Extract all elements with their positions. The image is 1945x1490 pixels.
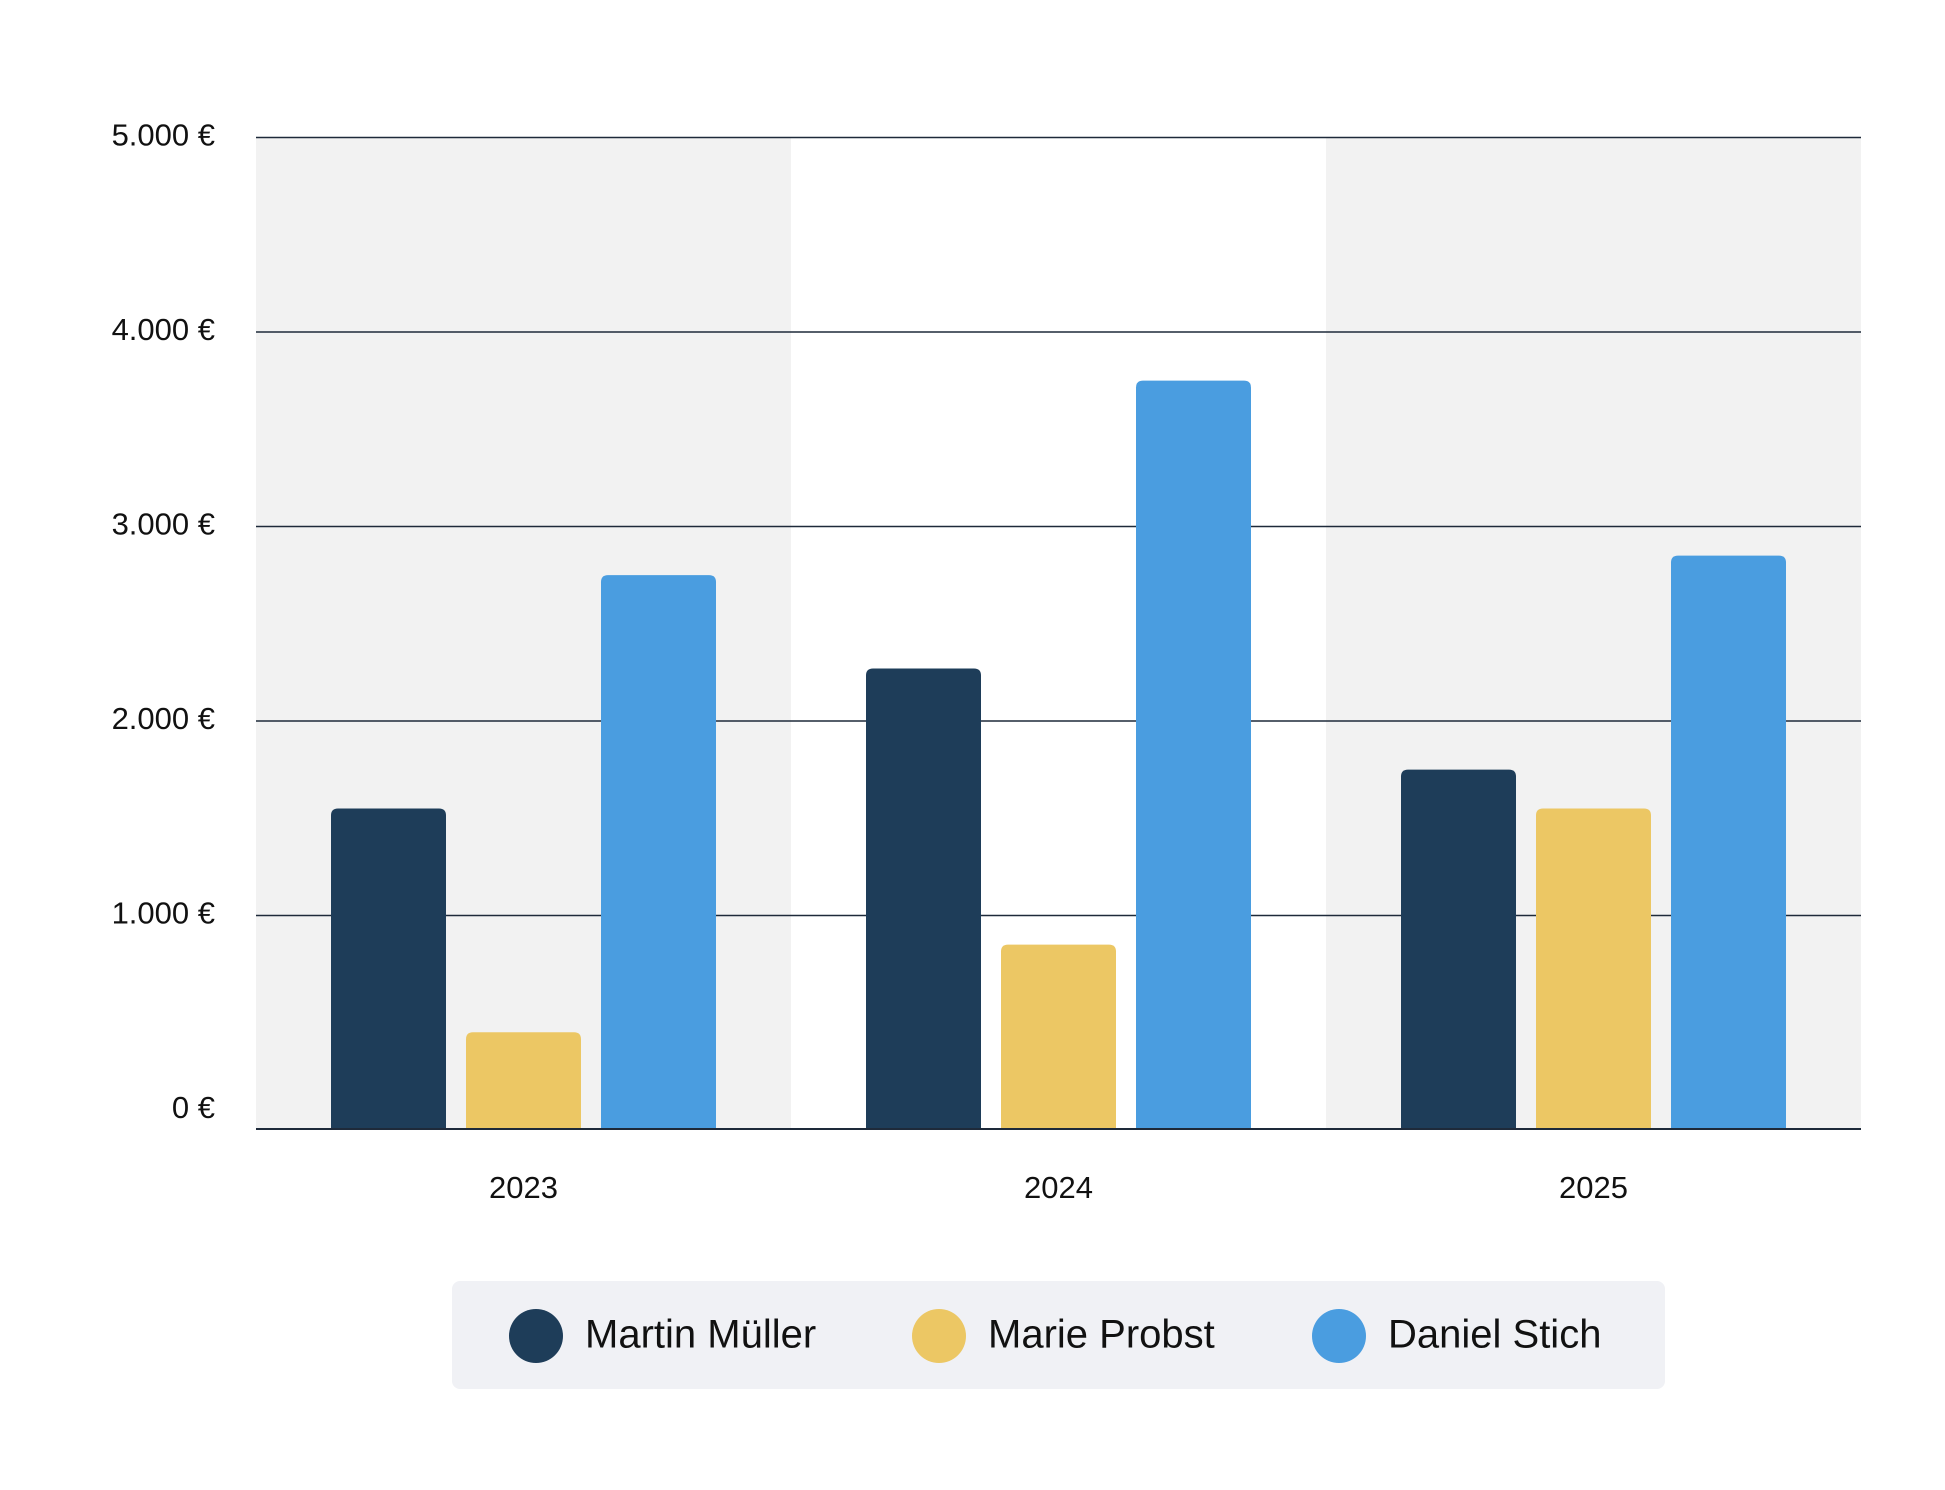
bar <box>1136 380 1251 1129</box>
legend-swatch <box>912 1309 966 1363</box>
y-tick-label: 2.000 € <box>112 701 215 736</box>
bar <box>601 575 716 1129</box>
y-tick-label: 3.000 € <box>112 507 215 542</box>
bar <box>331 808 446 1129</box>
legend-swatch <box>1312 1309 1366 1363</box>
bar <box>466 1032 581 1129</box>
legend-label: Marie Probst <box>988 1313 1215 1357</box>
bar <box>1536 808 1651 1129</box>
x-tick-label: 2024 <box>1024 1170 1093 1205</box>
y-tick-label: 4.000 € <box>112 312 215 347</box>
legend-swatch <box>509 1309 563 1363</box>
legend-label: Daniel Stich <box>1388 1313 1601 1357</box>
legend-label: Martin Müller <box>585 1313 816 1357</box>
bar <box>1401 769 1516 1129</box>
legend-box <box>452 1281 1665 1389</box>
x-tick-label: 2023 <box>489 1170 558 1205</box>
bar <box>1001 944 1116 1129</box>
bar <box>866 668 981 1129</box>
y-tick-label: 0 € <box>172 1090 215 1125</box>
y-tick-label: 1.000 € <box>112 896 215 931</box>
y-tick-label: 5.000 € <box>112 118 215 153</box>
x-tick-label: 2025 <box>1559 1170 1628 1205</box>
bar <box>1671 555 1786 1129</box>
